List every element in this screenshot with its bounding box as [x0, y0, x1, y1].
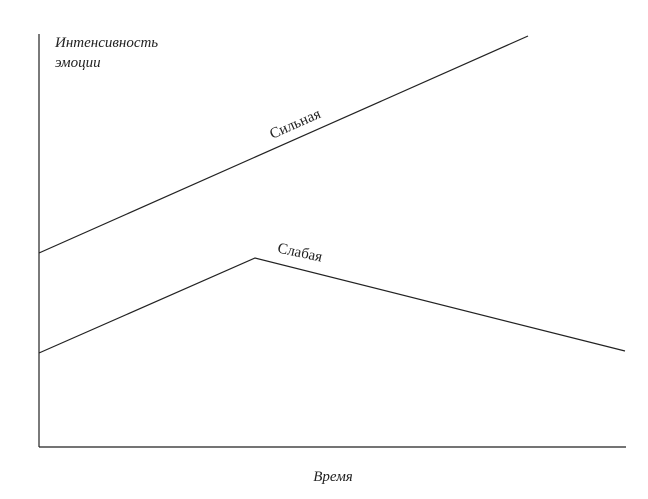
y-axis-label: эмоции — [55, 55, 101, 71]
x-axis-label: Время — [313, 469, 353, 485]
strong-line — [38, 35, 529, 254]
line-label: Сильная — [267, 106, 323, 143]
weak-line — [38, 257, 626, 354]
y-axis-label: Интенсивность — [54, 35, 158, 51]
line-label: Слабая — [276, 241, 324, 266]
